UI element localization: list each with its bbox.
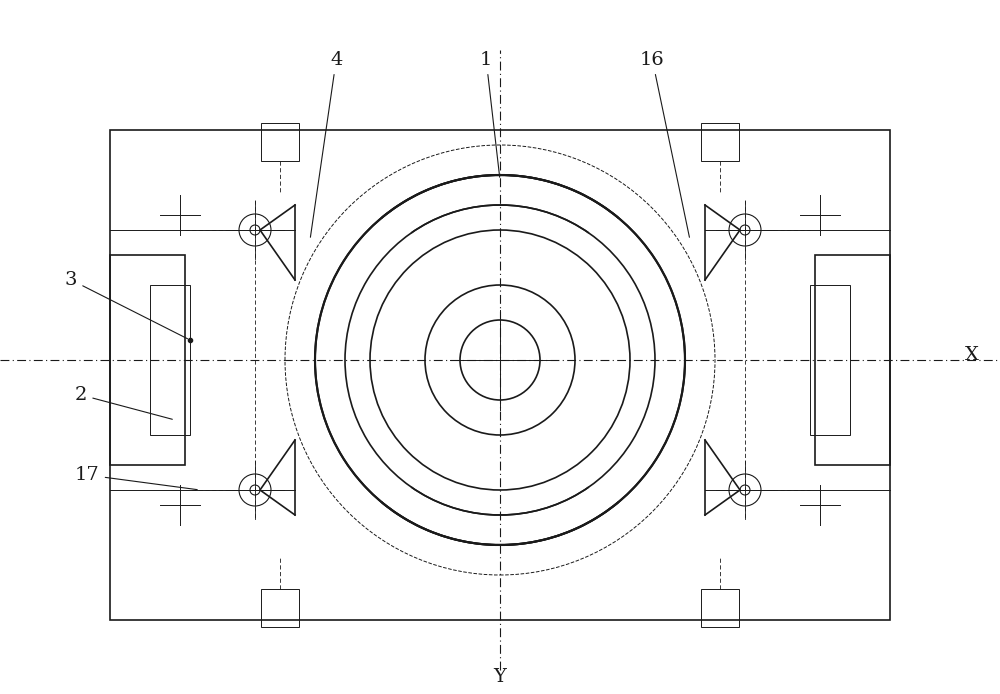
- Bar: [110, 255, 185, 465]
- Bar: [701, 589, 739, 627]
- Bar: [815, 255, 890, 465]
- Bar: [110, 130, 890, 620]
- Text: 1: 1: [480, 51, 500, 177]
- Bar: [261, 123, 299, 161]
- Text: 2: 2: [75, 386, 172, 419]
- Text: Y: Y: [494, 668, 506, 686]
- Text: X: X: [965, 346, 979, 364]
- Bar: [150, 285, 190, 435]
- Bar: [810, 285, 850, 435]
- Bar: [261, 589, 299, 627]
- Text: 16: 16: [640, 51, 689, 237]
- Text: 3: 3: [65, 271, 188, 339]
- Bar: [701, 123, 739, 161]
- Text: 4: 4: [310, 51, 342, 237]
- Text: 17: 17: [75, 466, 197, 490]
